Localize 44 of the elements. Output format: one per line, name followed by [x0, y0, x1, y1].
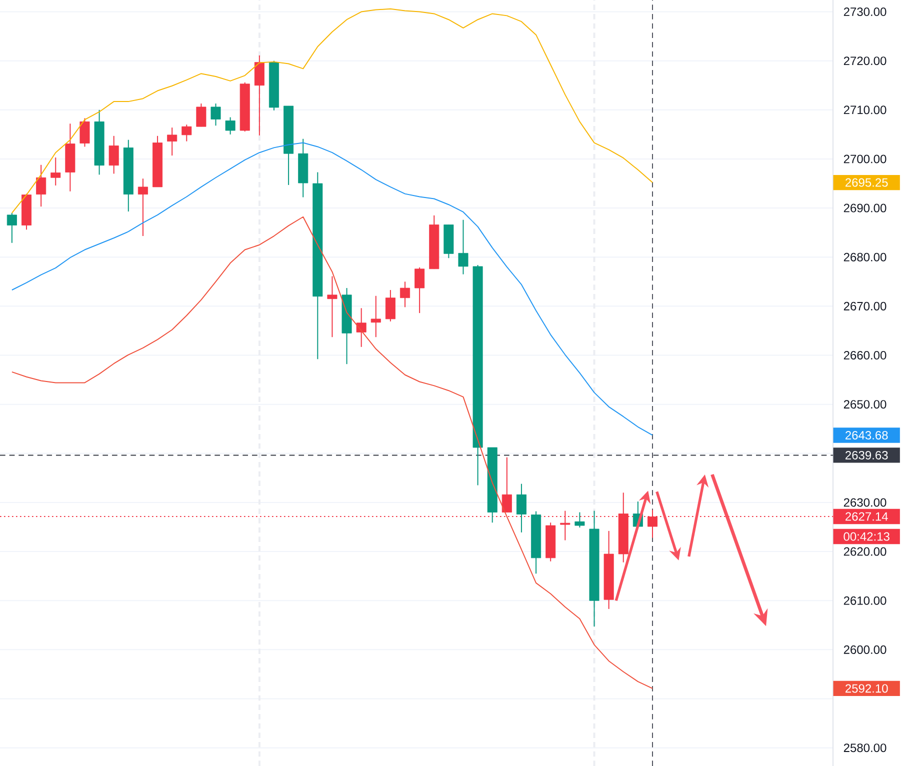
candlestick: [574, 512, 585, 528]
candlestick: [6, 212, 17, 244]
candlestick: [167, 127, 178, 156]
ref-line-label: 2639.63: [846, 450, 888, 460]
text: 2592.10: [846, 684, 888, 693]
candlestick: [385, 289, 396, 322]
candlestick: [414, 266, 425, 314]
y-tick-label: 2690.00: [844, 204, 886, 212]
y-tick-label: 2680.00: [844, 252, 886, 262]
ref-line-label: 2627.14: [846, 512, 888, 521]
text: 00:42:13: [844, 532, 890, 541]
candlestick: [225, 116, 236, 135]
candlestick: [182, 124, 192, 142]
candlestick: [50, 157, 61, 186]
candlestick: [370, 295, 381, 338]
candlestick: [502, 456, 512, 513]
candlestick: [210, 103, 221, 126]
y-tick-label: 2610.00: [844, 596, 886, 605]
line-series: [11, 8, 653, 214]
candlestick: [254, 54, 264, 136]
candlestick: [196, 103, 206, 128]
y-tick-label: 2650.00: [844, 400, 886, 409]
y-tick-label: 2600.00: [844, 645, 886, 654]
candlestick: [138, 178, 148, 237]
candlestick: [400, 281, 410, 308]
text: 2643.68: [846, 430, 888, 440]
line-series: [11, 142, 653, 436]
y-tick-label: 2670.00: [844, 302, 886, 310]
candlestick: [516, 483, 526, 533]
y-tick-label: 2700.00: [844, 154, 886, 164]
y-tick-label: 2620.00: [844, 547, 886, 556]
y-tick-label: 2720.00: [844, 56, 886, 66]
y-tick-label: 2630.00: [844, 498, 886, 507]
candlestick: [80, 118, 90, 148]
candlestick: [327, 276, 338, 338]
candlestick: [108, 135, 119, 174]
y-tick-label: 2580.00: [844, 744, 886, 752]
y-tick-label: 2710.00: [844, 106, 886, 114]
candlestick: [356, 308, 366, 348]
y-tick-label: 2660.00: [844, 351, 886, 360]
candlestick: [458, 219, 468, 275]
candlestick: [36, 164, 46, 208]
y-tick-label: 2730.00: [844, 8, 886, 16]
text: 2695.25: [846, 178, 888, 187]
